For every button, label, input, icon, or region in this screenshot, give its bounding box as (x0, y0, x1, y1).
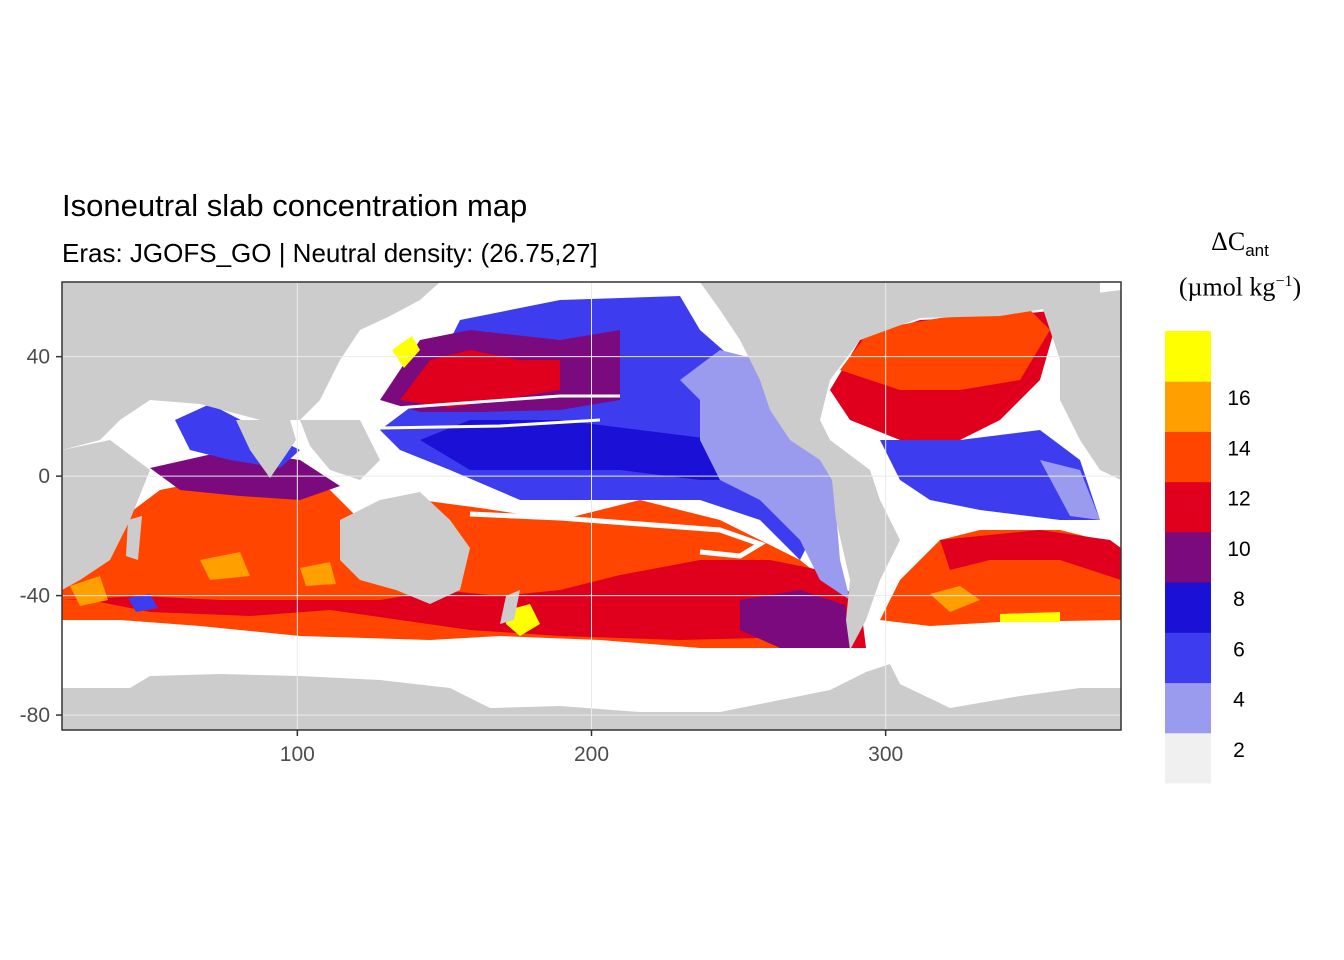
legend-bin-swatch (1165, 431, 1211, 482)
y-tick-label: -80 (20, 704, 50, 727)
legend-bin-swatch (1165, 632, 1211, 683)
legend-bin-label: 8 (1233, 588, 1245, 611)
legend-bin-swatch (1165, 683, 1211, 734)
legend-bin-label: 10 (1227, 538, 1250, 561)
legend-bin-swatch (1165, 482, 1211, 533)
x-tick-label: 300 (868, 743, 903, 766)
y-axis: 40 0 -40 -80 (20, 346, 62, 727)
legend-bin-label: 16 (1227, 387, 1250, 410)
map-panel (62, 282, 1121, 730)
y-tick-label: 0 (38, 465, 50, 488)
y-tick-label: -40 (20, 585, 50, 608)
x-tick-label: 200 (574, 743, 609, 766)
legend-bin-label: 6 (1233, 638, 1245, 661)
legend-bin-label: 2 (1233, 739, 1245, 762)
legend-bin-label: 14 (1227, 437, 1251, 460)
legend-bin-swatch (1165, 331, 1211, 382)
legend-bin-label: 12 (1227, 488, 1250, 511)
legend-bin-swatch (1165, 532, 1211, 583)
legend-bin-swatch (1165, 733, 1211, 784)
legend-colorbar: 2 4 6 8 10 12 14 16 (1165, 331, 1251, 784)
x-tick-label: 100 (280, 743, 315, 766)
x-axis: 100 200 300 (280, 730, 903, 766)
legend-bin-label: 4 (1233, 689, 1245, 712)
legend-bin-swatch (1165, 381, 1211, 432)
legend-bin-swatch (1165, 582, 1211, 633)
y-tick-label: 40 (27, 346, 50, 369)
